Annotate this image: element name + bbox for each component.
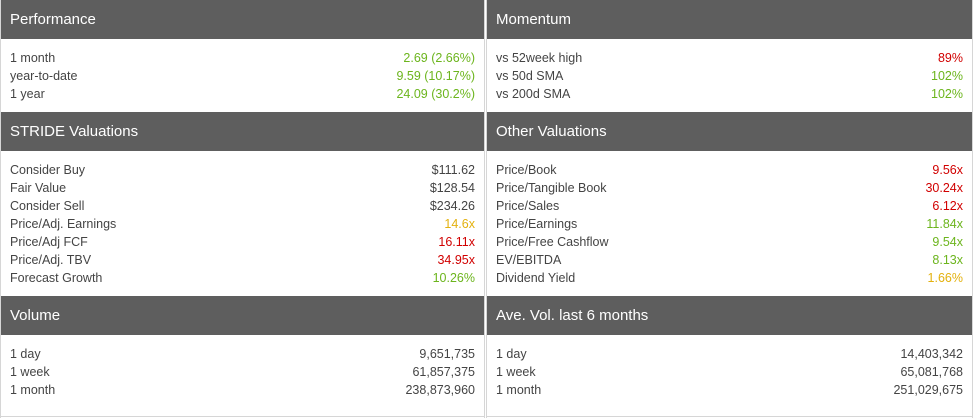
performance-panel: Performance 1 month 2.69 (2.66%) year-to-… <box>1 0 484 112</box>
panel-title: Other Valuations <box>487 112 972 151</box>
stat-label: Dividend Yield <box>496 271 576 285</box>
stat-label: Price/Tangible Book <box>496 181 607 195</box>
stat-row: 1 week 65,081,768 <box>496 363 963 381</box>
stat-label: 1 day <box>10 347 41 361</box>
stat-label: EV/EBITDA <box>496 253 562 267</box>
stat-label: 1 week <box>10 365 50 379</box>
stat-value: 6.12x <box>932 199 963 213</box>
stat-value: 2.69 (2.66%) <box>403 51 475 65</box>
panel-title: Volume <box>1 296 484 335</box>
stat-value: 1.66% <box>927 271 963 285</box>
stat-row: year-to-date 9.59 (10.17%) <box>10 67 475 85</box>
stat-row: Price/Adj FCF 16.11x <box>10 233 475 251</box>
stat-row: Price/Adj. TBV 34.95x <box>10 251 475 269</box>
stat-value: 102% <box>931 69 963 83</box>
stat-row: vs 50d SMA 102% <box>496 67 963 85</box>
bottom-divider <box>487 416 972 417</box>
stat-label: 1 year <box>10 87 45 101</box>
stat-value: 9,651,735 <box>419 347 475 361</box>
stat-value: 8.13x <box>932 253 963 267</box>
stat-label: vs 52week high <box>496 51 583 65</box>
stat-value: $128.54 <box>429 181 475 195</box>
stat-label: Price/Adj. TBV <box>10 253 92 267</box>
stat-row: Price/Book 9.56x <box>496 161 963 179</box>
stat-row: 1 month 2.69 (2.66%) <box>10 49 475 67</box>
stat-row: 1 month 251,029,675 <box>496 381 963 399</box>
panel-title: Momentum <box>487 0 972 39</box>
stat-label: Price/Free Cashflow <box>496 235 609 249</box>
stat-value: 102% <box>931 87 963 101</box>
stat-label: vs 200d SMA <box>496 87 571 101</box>
stat-row: 1 day 9,651,735 <box>10 345 475 363</box>
stat-label: 1 month <box>496 383 542 397</box>
stat-label: Price/Sales <box>496 199 560 213</box>
stat-row: Price/Tangible Book 30.24x <box>496 179 963 197</box>
stat-label: Price/Adj. Earnings <box>10 217 117 231</box>
stat-value: 9.59 (10.17%) <box>396 69 475 83</box>
right-column: Momentum vs 52week high 89% vs 50d SMA 102… <box>486 0 973 418</box>
stat-label: year-to-date <box>10 69 78 83</box>
stat-row: vs 52week high 89% <box>496 49 963 67</box>
stat-label: 1 month <box>10 51 56 65</box>
stat-value: 30.24x <box>925 181 963 195</box>
stat-row: 1 month 238,873,960 <box>10 381 475 399</box>
stat-label: Price/Earnings <box>496 217 578 231</box>
panel-title: Ave. Vol. last 6 months <box>487 296 972 335</box>
stat-label: Fair Value <box>10 181 67 195</box>
stat-row: vs 200d SMA 102% <box>496 85 963 103</box>
stat-row: Fair Value $128.54 <box>10 179 475 197</box>
stat-value: 34.95x <box>437 253 475 267</box>
stat-value: $234.26 <box>429 199 475 213</box>
stat-label: vs 50d SMA <box>496 69 564 83</box>
stat-label: Price/Adj FCF <box>10 235 88 249</box>
stat-row: Price/Free Cashflow 9.54x <box>496 233 963 251</box>
stat-row: Price/Earnings 11.84x <box>496 215 963 233</box>
momentum-panel: Momentum vs 52week high 89% vs 50d SMA 102… <box>487 0 972 112</box>
stat-row: Price/Sales 6.12x <box>496 197 963 215</box>
stat-label: Consider Sell <box>10 199 85 213</box>
panel-title: Performance <box>1 0 484 39</box>
stat-value: 11.84x <box>926 217 963 231</box>
stat-label: 1 week <box>496 365 536 379</box>
stat-row: Consider Sell $234.26 <box>10 197 475 215</box>
stat-value: 14,403,342 <box>900 347 963 361</box>
stat-value: 16.11x <box>438 235 475 249</box>
stat-value: 89% <box>937 51 963 65</box>
stat-value: 24.09 (30.2%) <box>396 87 475 101</box>
stat-row: 1 day 14,403,342 <box>496 345 963 363</box>
stat-value: 14.6x <box>444 217 475 231</box>
stat-label: 1 day <box>496 347 527 361</box>
stat-value: 238,873,960 <box>405 383 475 397</box>
stat-row: Consider Buy $111.62 <box>10 161 475 179</box>
other-valuations-panel: Other Valuations Price/Book 9.56x Price/T… <box>487 112 972 296</box>
stat-label: Forecast Growth <box>10 271 103 285</box>
bottom-divider <box>1 416 484 417</box>
stat-row: EV/EBITDA 8.13x <box>496 251 963 269</box>
stat-value: 61,857,375 <box>412 365 475 379</box>
stat-row: 1 week 61,857,375 <box>10 363 475 381</box>
stride-valuations-panel: STRIDE Valuations Consider Buy $111.62 Fa… <box>1 112 484 296</box>
stat-label: Price/Book <box>496 163 557 177</box>
stat-label: Consider Buy <box>10 163 86 177</box>
stat-row: Dividend Yield 1.66% <box>496 269 963 287</box>
volume-panel: Volume 1 day 9,651,735 1 week 61,857,375 1… <box>1 296 484 408</box>
stat-label: 1 month <box>10 383 56 397</box>
stat-value: 10.26% <box>432 271 475 285</box>
stat-row: Forecast Growth 10.26% <box>10 269 475 287</box>
stat-value: 65,081,768 <box>900 365 963 379</box>
stat-value: 9.54x <box>932 235 963 249</box>
stat-row: Price/Adj. Earnings 14.6x <box>10 215 475 233</box>
panel-title: STRIDE Valuations <box>1 112 484 151</box>
stat-value: $111.62 <box>431 163 475 177</box>
left-column: Performance 1 month 2.69 (2.66%) year-to-… <box>0 0 485 418</box>
stat-value: 251,029,675 <box>893 383 963 397</box>
average-volume-panel: Ave. Vol. last 6 months 1 day 14,403,342 … <box>487 296 972 408</box>
stat-row: 1 year 24.09 (30.2%) <box>10 85 475 103</box>
stat-value: 9.56x <box>932 163 963 177</box>
